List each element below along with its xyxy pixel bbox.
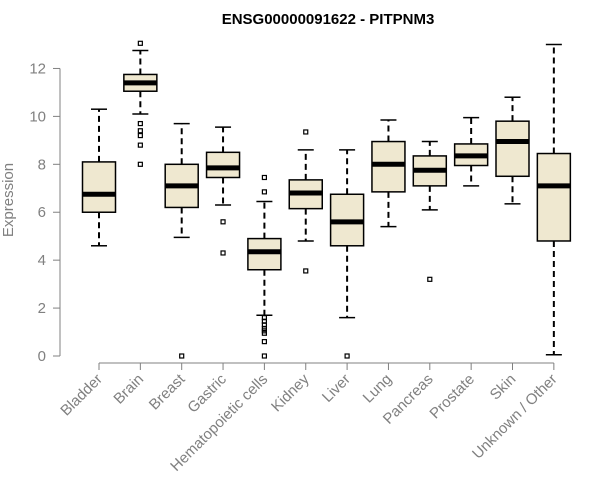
box-prostate <box>453 116 489 187</box>
x-tick-label: Skin <box>487 371 520 404</box>
x-tick-label: Lung <box>360 371 396 407</box>
outlier-point <box>261 353 267 359</box>
outlier-point <box>261 330 267 336</box>
y-tick-label: 10 <box>29 108 46 125</box>
box-liver <box>329 149 365 359</box>
y-tick-label: 12 <box>29 60 46 77</box>
box-hematopoietic-cells <box>247 174 282 359</box>
outlier-point <box>179 353 185 359</box>
box-pancreas <box>412 140 448 282</box>
interquartile-box <box>495 120 530 178</box>
y-axis: 0 2 4 6 8 10 12 <box>29 60 61 365</box>
outlier-point <box>303 129 309 135</box>
y-tick-label: 8 <box>38 156 46 173</box>
y-tick-label: 2 <box>38 300 46 317</box>
outlier-point <box>220 219 226 225</box>
outlier-point <box>220 250 226 256</box>
box-skin <box>495 96 530 205</box>
outlier-point <box>427 276 433 282</box>
outlier-point <box>261 339 267 345</box>
box-lung <box>371 119 406 228</box>
y-tick-label: 0 <box>38 348 46 365</box>
box-kidney <box>288 129 323 274</box>
box-gastric <box>205 126 241 256</box>
outlier-point <box>137 142 143 148</box>
box-breast <box>164 122 199 359</box>
box-brain <box>123 40 158 167</box>
interquartile-box <box>205 151 241 179</box>
outlier-point <box>137 128 143 134</box>
boxplot-series <box>81 40 572 359</box>
x-tick-label: Kidney <box>268 370 313 415</box>
interquartile-box <box>536 152 572 242</box>
box-bladder <box>81 108 117 247</box>
outlier-point <box>137 40 143 46</box>
y-tick-label: 4 <box>38 252 46 269</box>
outlier-point <box>344 353 350 359</box>
box-unknown-other <box>536 43 572 356</box>
x-tick-label: Liver <box>319 371 354 406</box>
outlier-point <box>137 120 143 127</box>
x-tick-label: Brain <box>110 371 147 408</box>
y-tick-label: 6 <box>38 204 46 221</box>
x-tick-label: Prostate <box>426 371 478 423</box>
outlier-point <box>137 132 143 139</box>
outlier-point <box>303 268 309 274</box>
x-tick-label: Bladder <box>57 371 106 420</box>
outlier-point <box>137 161 143 167</box>
x-tick-label: Breast <box>146 370 189 413</box>
outlier-point <box>261 189 267 195</box>
y-axis-title: Expression <box>0 163 17 237</box>
interquartile-box <box>81 161 117 213</box>
outlier-point <box>261 174 267 181</box>
chart-title: ENSG00000091622 - PITPNM3 <box>222 11 435 28</box>
